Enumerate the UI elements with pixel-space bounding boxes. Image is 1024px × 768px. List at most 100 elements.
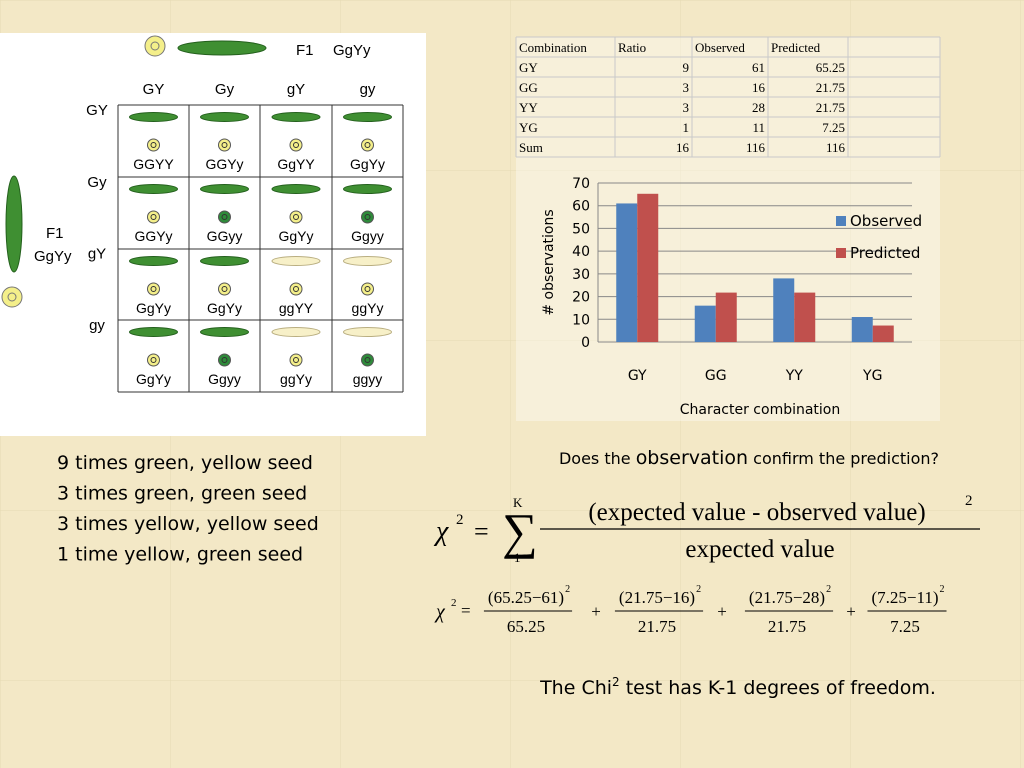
y-tick-label: 60 <box>572 199 590 215</box>
y-tick-label: 70 <box>572 176 590 192</box>
seed-icon <box>150 214 157 220</box>
pod-icon <box>200 184 249 194</box>
term-exp: 2 <box>696 584 701 595</box>
seed-icon <box>361 138 374 152</box>
y-tick-label: 20 <box>572 290 590 306</box>
data-table: Combination Ratio Observed Predicted GY 9 61 65… <box>515 36 941 158</box>
table-cell: 116 <box>746 140 766 155</box>
term-numerator: (65.25−61) <box>488 588 564 607</box>
table-cell: 61 <box>752 60 765 75</box>
bar <box>694 305 716 342</box>
genotype: GgYy <box>136 371 171 387</box>
term-exp: 2 <box>826 584 831 595</box>
plus-sign: + <box>846 602 856 621</box>
formula-lhs: χ <box>434 601 446 623</box>
x-tick-label: GG <box>705 368 727 384</box>
bar <box>616 203 638 342</box>
column-header: gy <box>360 81 376 98</box>
pod-icon <box>343 184 392 194</box>
bar <box>851 317 873 342</box>
seed-icon <box>1 286 23 308</box>
seed-icon <box>147 282 160 296</box>
pod-icon <box>271 327 321 337</box>
formula-equals: = <box>474 517 489 546</box>
genotype: GgYY <box>277 156 315 172</box>
column-header: GY <box>143 81 165 98</box>
table-cell: 21.75 <box>816 100 845 115</box>
seed-icon <box>147 210 160 224</box>
punnett-panel <box>0 33 426 436</box>
seed-icon <box>289 282 303 296</box>
formula-exp: 2 <box>965 493 973 509</box>
sheet <box>516 37 940 421</box>
x-tick-label: YG <box>862 368 882 384</box>
seed-icon <box>364 357 371 363</box>
conclusion: The Chi2 test has K-1 degrees of freedom… <box>539 675 936 699</box>
y-tick-label: 10 <box>572 312 590 328</box>
parent-label: F1 <box>296 42 314 59</box>
term-denominator: 7.25 <box>890 617 920 636</box>
seed-icon <box>289 210 303 224</box>
column-header: Gy <box>215 81 235 98</box>
formula: χ 2 = ∑ K 1 (expected value - observed v… <box>433 493 980 565</box>
genotype: GgYy <box>136 300 171 316</box>
conclusion-text: The Chi <box>539 677 612 699</box>
parent-genotype: GgYy <box>333 42 371 59</box>
pod-icon <box>200 256 249 266</box>
pod-icon <box>343 256 392 266</box>
legend-swatch <box>836 248 846 258</box>
genotype: Ggyy <box>351 228 384 244</box>
plus-sign: + <box>717 602 727 621</box>
genotype: ggYY <box>279 300 314 316</box>
formula-exp: 2 <box>456 512 464 528</box>
y-tick-label: 40 <box>572 244 590 260</box>
seed-icon <box>150 357 157 363</box>
bar <box>773 278 795 342</box>
term-exp: 2 <box>565 584 570 595</box>
table-cell: 116 <box>826 140 846 155</box>
formula-exp: 2 <box>451 597 457 609</box>
genotype: GGYy <box>134 228 172 244</box>
seed-icon <box>293 142 299 148</box>
genotype: GGYy <box>205 156 243 172</box>
table-cell: 3 <box>683 80 690 95</box>
genotype: ggYy <box>352 300 384 316</box>
seed-icon <box>147 353 160 367</box>
genotype: ggyy <box>353 371 383 387</box>
genotype: GgYy <box>278 228 313 244</box>
formula-expanded: χ 2 = (65.25−61) 265.25(21.75−16) 221.75(2… <box>434 584 947 636</box>
ratio-list: 9 times green, yellow seed 3 times green,… <box>57 452 319 566</box>
seed-icon <box>361 282 374 296</box>
formula-sum: ∑ <box>502 503 538 559</box>
term-denominator: 21.75 <box>638 617 676 636</box>
formula-lower: 1 <box>514 550 521 565</box>
term-denominator: 21.75 <box>768 617 806 636</box>
parent-label: F1 <box>46 225 64 242</box>
bar <box>637 193 659 342</box>
row-header: gy <box>89 317 105 334</box>
table-cell: 9 <box>683 60 690 75</box>
row-header: gY <box>88 246 106 263</box>
seed-icon <box>218 210 231 224</box>
pod-icon <box>271 184 321 194</box>
table-cell: 16 <box>676 140 690 155</box>
seed-icon <box>221 286 228 292</box>
formula-equals: = <box>461 601 471 620</box>
table-header: Predicted <box>771 40 821 55</box>
legend-label: Predicted <box>850 244 920 262</box>
seed-icon <box>289 353 303 367</box>
seed-icon <box>144 35 166 57</box>
formula-denominator: expected value <box>685 536 834 563</box>
y-tick-label: 0 <box>581 335 590 351</box>
table-cell: 65.25 <box>816 60 845 75</box>
question-text: Does the <box>559 449 636 468</box>
bar <box>715 292 737 342</box>
x-tick-label: YY <box>785 368 804 384</box>
genotype: Ggyy <box>208 371 241 387</box>
pod-icon <box>271 256 321 266</box>
pod-icon <box>200 112 249 122</box>
table-cell: YY <box>519 100 538 115</box>
seed-icon <box>293 286 299 292</box>
seed-icon <box>221 357 228 363</box>
